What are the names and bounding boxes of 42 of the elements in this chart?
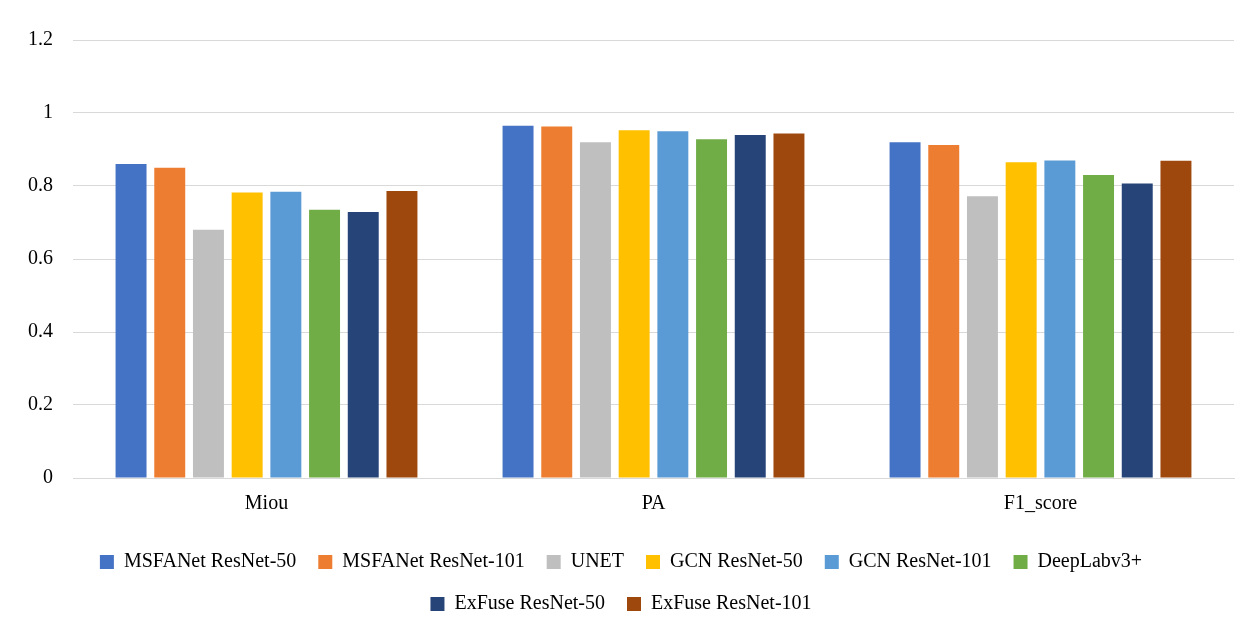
x-tick-label: Miou [244,491,289,514]
legend-label: GCN ResNet-50 [670,549,803,572]
bar [154,167,186,478]
y-tick-label: 0.8 [28,173,53,196]
x-tick-label: F1_score [1003,491,1078,514]
bar [1121,183,1153,478]
bar [1083,175,1115,478]
bar [657,131,689,478]
y-tick-label: 0 [43,465,53,488]
legend-label: MSFANet ResNet-50 [123,549,297,572]
bar [270,191,302,478]
bar [1044,160,1076,478]
legend-label: ExFuse ResNet-50 [454,591,606,614]
bar [309,209,341,478]
bar [889,142,921,478]
x-tick-label: PA [641,491,666,514]
bar [579,142,611,478]
y-tick-label: 0.6 [28,246,53,269]
y-tick-label: 1.2 [28,27,53,50]
bar [386,191,418,478]
y-tick-label: 1 [43,100,53,123]
bar [115,164,147,478]
bar [502,125,534,478]
bar [1160,160,1192,478]
legend-label: GCN ResNet-101 [848,549,992,572]
legend-label: UNET [570,549,625,572]
bar [696,139,728,478]
bar [192,229,224,478]
bar [1005,162,1037,478]
bar [773,133,805,478]
bar [966,196,998,478]
bar [734,134,766,478]
bar [928,145,960,478]
bar [231,192,263,478]
legend-label: DeepLabv3+ [1037,549,1143,573]
legend-label: ExFuse ResNet-101 [651,591,812,614]
y-tick-label: 0.2 [28,392,53,415]
y-tick-label: 0.4 [28,319,53,342]
bar [347,211,379,478]
bar [541,126,573,478]
legend-label: MSFANet ResNet-101 [342,549,525,572]
bar [618,130,650,478]
